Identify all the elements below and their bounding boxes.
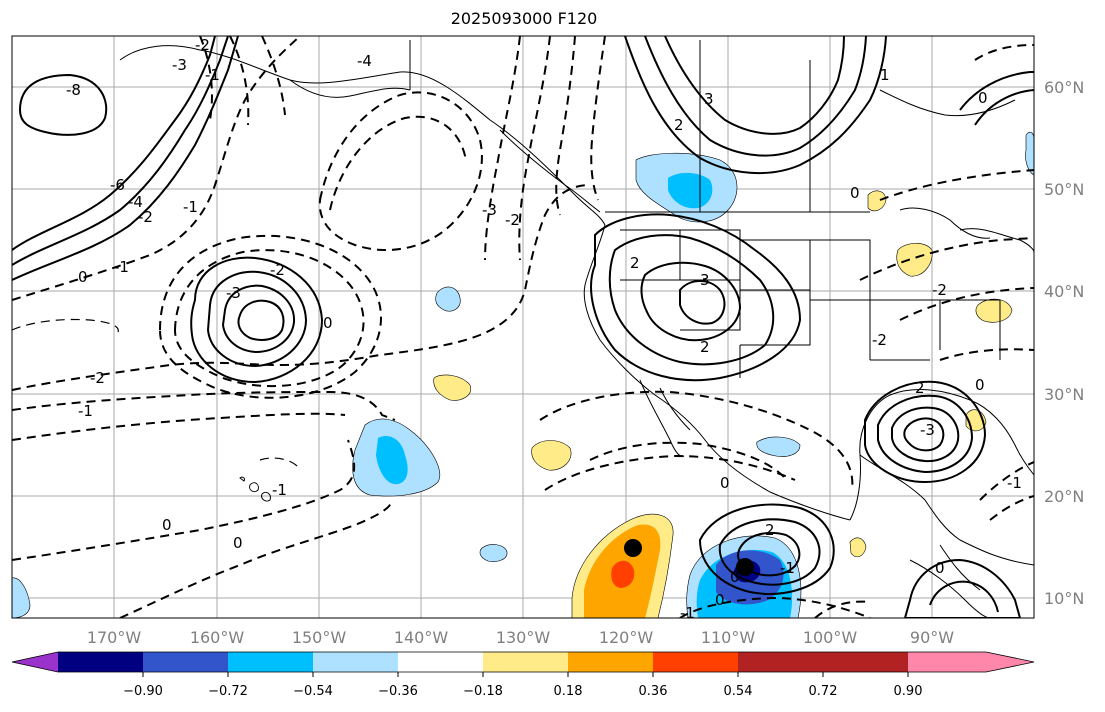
colorbar-tick-label: −0.72: [208, 684, 248, 699]
contour-label: -1: [114, 258, 129, 276]
contour-label: -1: [205, 66, 220, 84]
contour-label: -6: [110, 176, 125, 194]
storm-center-marker: [624, 539, 642, 557]
contour-label: -3: [482, 201, 497, 219]
colorbar-segment: [398, 652, 483, 672]
colorbar-segment: [228, 652, 313, 672]
colorbar-segment: [483, 652, 568, 672]
contour-label: -3: [172, 56, 187, 74]
contour-label: -1: [680, 604, 695, 622]
lon-label: 140°W: [394, 628, 449, 647]
colorbar-tick-label: 0.36: [639, 684, 668, 699]
lon-label: 110°W: [701, 628, 756, 647]
lon-label: 120°W: [599, 628, 654, 647]
contour-label: 3: [700, 271, 710, 289]
contour-label: 0: [850, 184, 860, 202]
colorbar: −0.90 −0.72 −0.54 −0.36 −0.18 0.18 0.36 …: [11, 651, 1035, 699]
latitude-axis: 60°N 50°N 40°N 30°N 20°N 10°N: [1044, 78, 1084, 608]
contours: [12, 36, 1034, 618]
contour-label: -1: [183, 198, 198, 216]
colorbar-segment: [143, 652, 228, 672]
longitude-axis: 170°W 160°W 150°W 140°W 130°W 120°W 110°…: [87, 628, 954, 647]
lon-label: 160°W: [190, 628, 245, 647]
contour-label: 0: [720, 474, 730, 492]
contour-label: -2: [138, 208, 153, 226]
colorbar-extend-high-tip: [986, 652, 1034, 672]
contour-labels: -4 -3 -3 -2 -2 -1 -1 0 0 -1 0 3 2 2 3 2 …: [66, 36, 1022, 622]
contour-label: -4: [128, 193, 143, 211]
contour-label: 2: [765, 521, 775, 539]
contour-label: 3: [704, 90, 714, 108]
lat-label: 40°N: [1044, 282, 1084, 301]
contour-label: -2: [195, 36, 210, 54]
contour-label: -2: [505, 211, 520, 229]
colorbar-tick-label: −0.36: [378, 684, 418, 699]
contour-label: 0: [975, 376, 985, 394]
lat-label: 10°N: [1044, 589, 1084, 608]
graticule: [12, 36, 1034, 618]
contour-label: 0: [730, 568, 740, 586]
lat-label: 20°N: [1044, 487, 1084, 506]
contour-label: 1: [880, 66, 890, 84]
shaded-regions: [12, 131, 1034, 618]
lat-label: 50°N: [1044, 180, 1084, 199]
contour-label: -2: [270, 261, 285, 279]
contour-label: 0: [978, 89, 988, 107]
colorbar-segment: [58, 652, 143, 672]
map-frame: [11, 35, 1035, 619]
lon-label: 90°W: [910, 628, 954, 647]
contour-label: -2: [932, 281, 947, 299]
colorbar-segment: [738, 652, 823, 672]
contour-label: 0: [935, 559, 945, 577]
colorbar-tick-label: 0.54: [724, 684, 753, 699]
lon-label: 130°W: [496, 628, 551, 647]
contour-label: -4: [357, 52, 372, 70]
contour-label: -3: [920, 421, 935, 439]
colorbar-tick-label: −0.54: [293, 684, 333, 699]
colorbar-extend-low: [12, 652, 58, 672]
colorbar-segment: [653, 652, 738, 672]
contour-label: -1: [272, 481, 287, 499]
contour-label: 0: [715, 591, 725, 609]
colorbar-segment: [908, 652, 986, 672]
lon-label: 170°W: [87, 628, 142, 647]
lat-label: 30°N: [1044, 385, 1084, 404]
contour-label: 2: [674, 116, 684, 134]
contour-label: -1: [780, 559, 795, 577]
colorbar-segment: [313, 652, 398, 672]
contour-label: 0: [233, 534, 243, 552]
contour-label: -1: [1007, 474, 1022, 492]
lon-label: 100°W: [803, 628, 858, 647]
contour-label: 2: [630, 254, 640, 272]
lon-label: 150°W: [292, 628, 347, 647]
contour-label: 0: [323, 314, 333, 332]
colorbar-tick-label: 0.72: [809, 684, 838, 699]
contour-label: -8: [66, 81, 81, 99]
lat-label: 60°N: [1044, 78, 1084, 97]
colorbar-segment: [568, 652, 653, 672]
map-title: 2025093000 F120: [450, 9, 598, 28]
colorbar-segment: [823, 652, 908, 672]
contour-label: -2: [90, 369, 105, 387]
colorbar-labels: −0.90 −0.72 −0.54 −0.36 −0.18 0.18 0.36 …: [123, 684, 922, 699]
colorbar-ticks: [142, 672, 909, 677]
colorbar-tick-label: 0.90: [894, 684, 923, 699]
contour-label: 2: [915, 379, 925, 397]
colorbar-tick-label: −0.90: [123, 684, 163, 699]
colorbar-tick-label: 0.18: [554, 684, 583, 699]
contour-label: 0: [162, 516, 172, 534]
contour-label: -3: [226, 284, 241, 302]
colorbar-outline: [11, 651, 1035, 673]
contour-label: 0: [78, 268, 88, 286]
storm-center-marker: [736, 558, 754, 576]
contour-label: -2: [872, 331, 887, 349]
contour-label: -1: [78, 402, 93, 420]
contour-label: 2: [700, 338, 710, 356]
colorbar-tick-label: −0.18: [463, 684, 503, 699]
